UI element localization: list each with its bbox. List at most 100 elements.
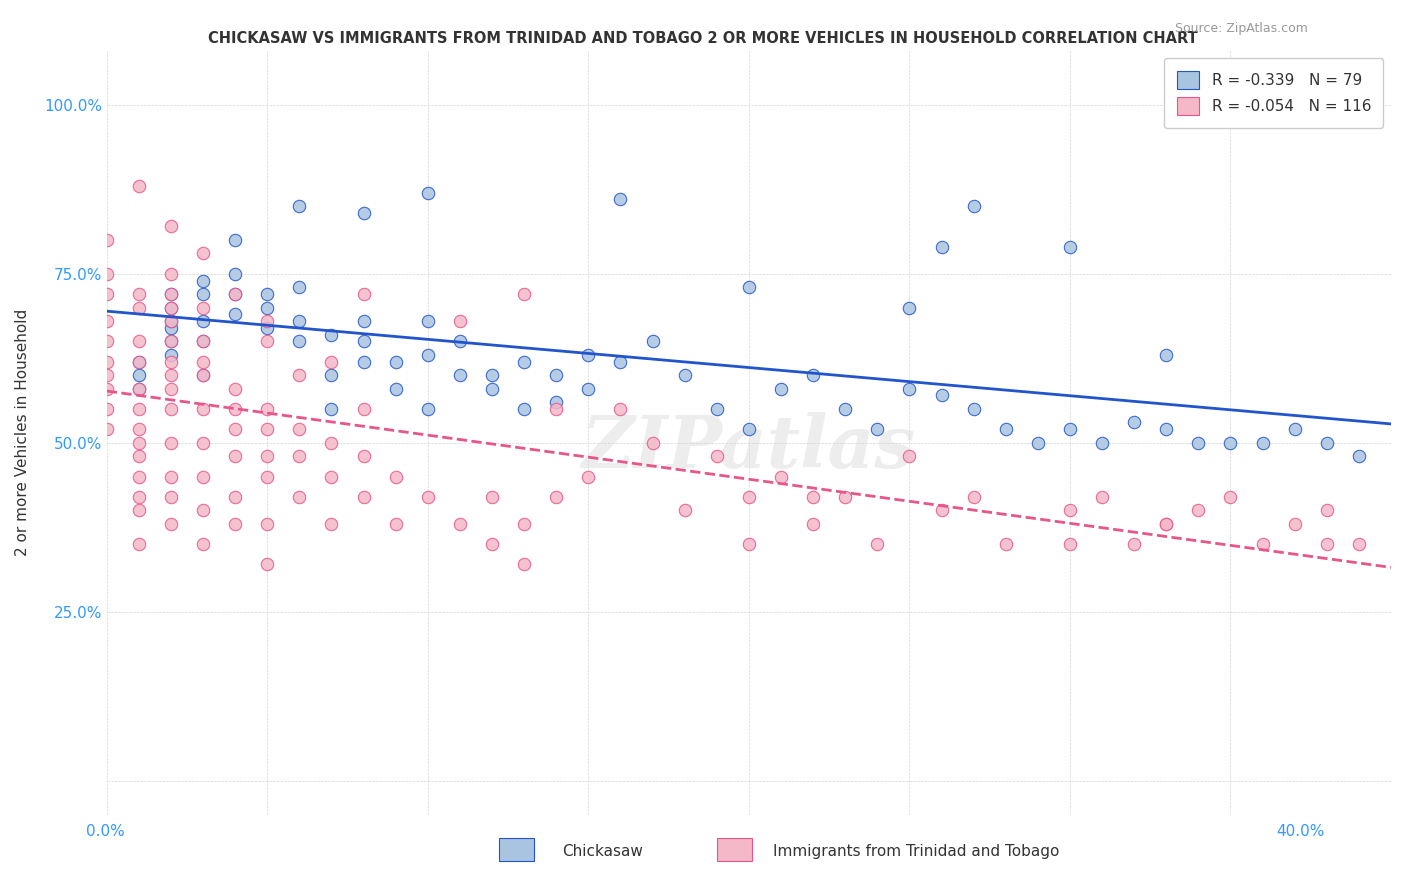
Point — [321, 354, 343, 368]
Point — [128, 287, 150, 301]
Point — [256, 422, 278, 436]
Point — [256, 334, 278, 349]
Point — [738, 422, 761, 436]
Point — [706, 450, 728, 464]
Point — [256, 287, 278, 301]
Text: Source: ZipAtlas.com: Source: ZipAtlas.com — [1174, 22, 1308, 36]
Point — [576, 382, 599, 396]
Point — [353, 334, 375, 349]
Point — [128, 301, 150, 315]
Point — [224, 490, 246, 504]
Point — [1251, 435, 1274, 450]
Point — [962, 199, 984, 213]
Point — [160, 401, 183, 416]
Point — [898, 301, 921, 315]
Point — [160, 314, 183, 328]
Point — [321, 516, 343, 531]
Point — [256, 301, 278, 315]
Point — [96, 233, 118, 247]
Point — [801, 516, 824, 531]
Point — [96, 401, 118, 416]
Point — [191, 246, 214, 260]
Point — [288, 280, 311, 294]
Point — [256, 558, 278, 572]
Point — [481, 368, 503, 383]
Point — [513, 354, 536, 368]
Point — [769, 469, 792, 483]
Point — [449, 334, 471, 349]
Point — [641, 435, 664, 450]
Point — [160, 469, 183, 483]
Point — [160, 287, 183, 301]
Point — [256, 314, 278, 328]
Point — [160, 490, 183, 504]
Point — [96, 354, 118, 368]
Point — [931, 503, 953, 517]
Point — [128, 469, 150, 483]
Point — [866, 422, 889, 436]
Point — [191, 287, 214, 301]
Point — [1251, 537, 1274, 551]
Point — [288, 334, 311, 349]
Point — [96, 287, 118, 301]
Point — [191, 537, 214, 551]
Point — [191, 435, 214, 450]
Point — [191, 314, 214, 328]
Y-axis label: 2 or more Vehicles in Household: 2 or more Vehicles in Household — [15, 309, 30, 557]
Point — [1347, 450, 1369, 464]
Point — [738, 537, 761, 551]
Point — [321, 368, 343, 383]
Point — [191, 368, 214, 383]
Point — [1154, 516, 1177, 531]
Text: CHICKASAW VS IMMIGRANTS FROM TRINIDAD AND TOBAGO 2 OR MORE VEHICLES IN HOUSEHOLD: CHICKASAW VS IMMIGRANTS FROM TRINIDAD AN… — [208, 31, 1198, 46]
Point — [546, 368, 568, 383]
Point — [962, 490, 984, 504]
Point — [256, 469, 278, 483]
Point — [513, 287, 536, 301]
Point — [128, 503, 150, 517]
Point — [1316, 435, 1339, 450]
Point — [1059, 503, 1081, 517]
Point — [834, 490, 856, 504]
Point — [609, 354, 631, 368]
Point — [96, 368, 118, 383]
Point — [1123, 537, 1146, 551]
Point — [191, 469, 214, 483]
Point — [1059, 240, 1081, 254]
Point — [1154, 516, 1177, 531]
Point — [609, 193, 631, 207]
Point — [128, 435, 150, 450]
Point — [288, 314, 311, 328]
Point — [160, 354, 183, 368]
Point — [1347, 537, 1369, 551]
Point — [416, 490, 439, 504]
Point — [1154, 348, 1177, 362]
Point — [256, 516, 278, 531]
Point — [288, 450, 311, 464]
Point — [160, 301, 183, 315]
Point — [128, 537, 150, 551]
Point — [191, 354, 214, 368]
Point — [224, 516, 246, 531]
Point — [513, 401, 536, 416]
Point — [931, 388, 953, 402]
Point — [191, 368, 214, 383]
Point — [384, 516, 406, 531]
Point — [1316, 503, 1339, 517]
Point — [160, 368, 183, 383]
Point — [191, 334, 214, 349]
Point — [321, 327, 343, 342]
Point — [191, 503, 214, 517]
Point — [546, 401, 568, 416]
Point — [513, 558, 536, 572]
Point — [224, 233, 246, 247]
Point — [96, 382, 118, 396]
Point — [160, 267, 183, 281]
Point — [160, 334, 183, 349]
Point — [191, 334, 214, 349]
Point — [128, 401, 150, 416]
Point — [384, 354, 406, 368]
Text: ZIPatlas: ZIPatlas — [582, 412, 915, 483]
Legend: R = -0.339   N = 79, R = -0.054   N = 116: R = -0.339 N = 79, R = -0.054 N = 116 — [1164, 58, 1384, 128]
Point — [224, 287, 246, 301]
